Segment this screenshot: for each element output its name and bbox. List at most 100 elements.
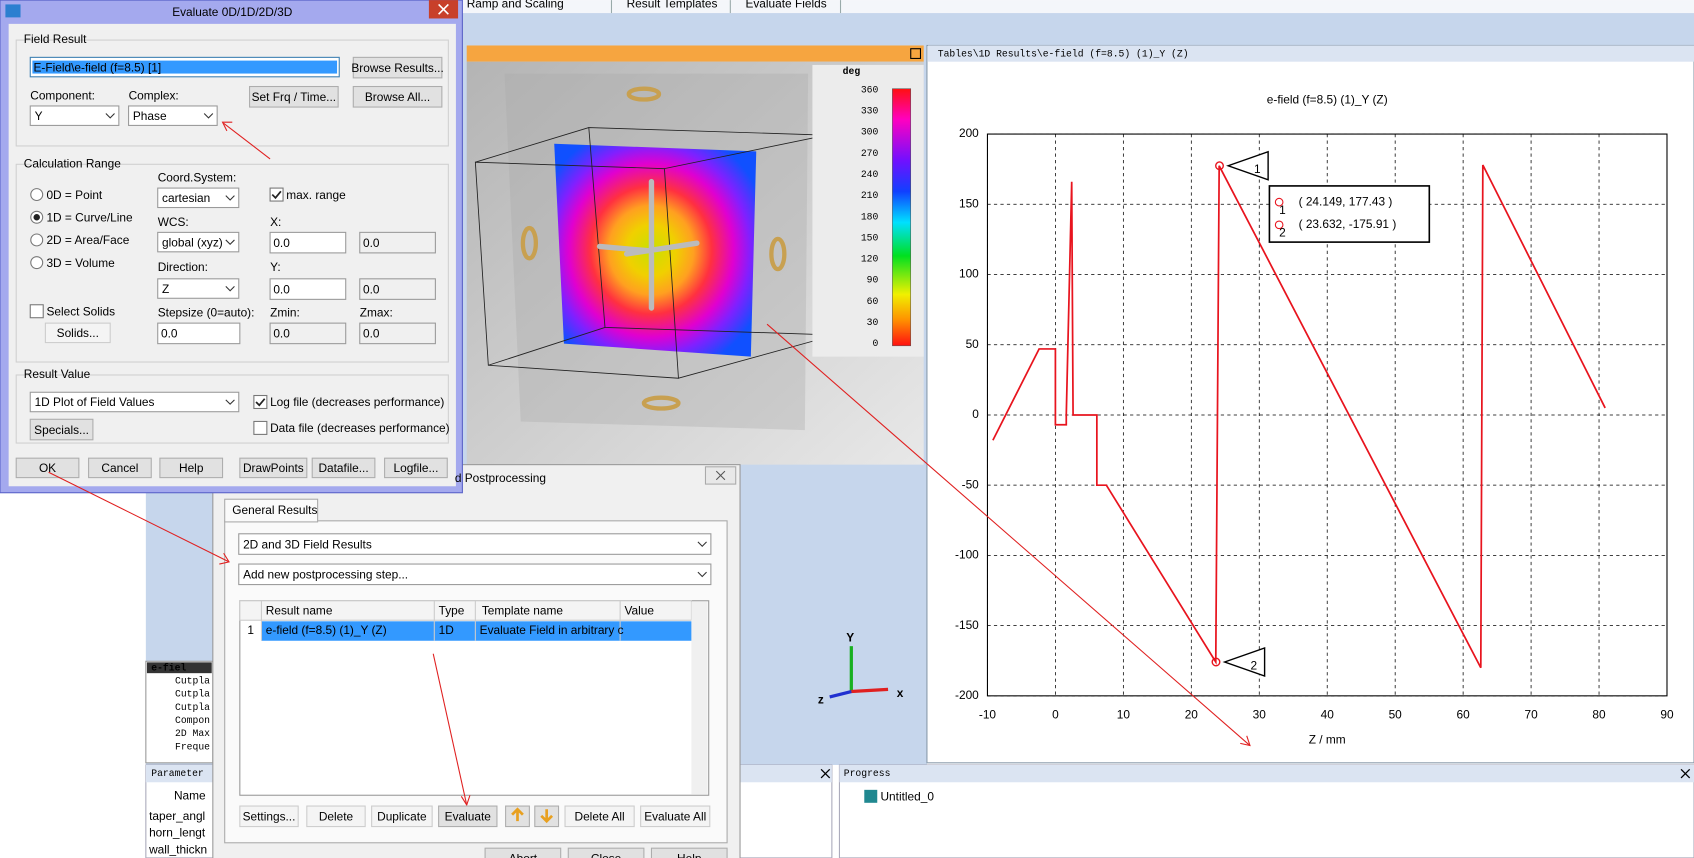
label: Component: [30,88,95,102]
checkbox-label: Log file (decreases performance) [270,395,444,409]
button-label: Logfile... [393,461,438,475]
button-label: Datafile... [318,461,368,475]
selected-row[interactable] [261,621,692,641]
dropdown[interactable] [238,533,712,555]
radio-label: 2D = Area/Face [46,233,129,247]
check [255,398,266,407]
button[interactable] [311,457,376,479]
dropdown-value: cartesian [162,191,210,205]
dropdown[interactable] [29,391,240,413]
table-cell: e-field (f=8.5) (1)_Y (Z) [266,623,387,637]
tree-item: e-fiel [151,662,186,673]
dropdown-arrow [697,541,707,547]
view-titlebar [466,45,924,62]
input [359,278,436,300]
color-bar [892,88,912,347]
input [269,322,347,345]
dropdown-arrow [203,113,214,119]
legend-tick: 90 [867,275,879,286]
button[interactable] [438,805,498,828]
arrow-icon [511,807,524,822]
table-cell: 1D [439,623,454,637]
input[interactable] [157,322,241,345]
dropdown[interactable] [157,231,240,253]
checkbox[interactable] [253,394,268,410]
panel-title: Parameter [151,768,204,779]
button[interactable] [352,56,443,79]
dialog-close-x [438,3,449,15]
plot-window [926,44,1694,764]
button[interactable] [650,847,728,858]
x-tick-label: 40 [1321,707,1335,721]
legend-tick: 360 [861,84,879,95]
label: Zmax: [360,306,393,320]
label: WCS: [158,215,189,229]
marker [1215,161,1224,171]
readout-index: 1 [1279,203,1286,217]
button[interactable] [384,457,448,479]
tab-label: General Results [232,503,317,517]
checkbox[interactable] [269,187,284,202]
button[interactable] [88,457,152,479]
checkbox[interactable] [29,304,44,319]
dropdown[interactable] [157,278,240,299]
table-cell: Evaluate Field in arbitrary c [480,623,624,637]
x-tick-label: 30 [1253,707,1267,721]
button-label: Help [677,852,702,858]
ribbon-tab: Ramp and Scaling [467,0,564,11]
maximize-icon [910,48,922,59]
selection [32,60,338,74]
dropdown-value: 1D Plot of Field Values [35,395,155,409]
radio[interactable] [30,233,44,247]
button[interactable] [159,457,224,479]
button-label: Browse Results... [351,61,443,75]
input[interactable] [269,231,347,254]
ribbon-tab: Result Templates [627,0,718,11]
checkbox[interactable] [253,420,268,435]
radio[interactable] [30,256,44,270]
tree-item: Cutpla [175,702,210,713]
tab[interactable] [224,498,319,523]
input[interactable] [269,278,347,300]
legend-tick: 300 [861,127,879,138]
progress-item: Untitled_0 [880,790,934,804]
plot-titlebar [928,45,1694,62]
label: Zmin: [270,306,300,320]
button[interactable] [484,847,562,858]
tree-item: Freque [175,741,210,752]
dropdown[interactable] [238,563,712,586]
readout-text: ( 23.632, -175.91 ) [1299,217,1397,231]
dropdown-value: Z [162,282,169,296]
dropdown[interactable] [29,105,120,126]
radio[interactable] [30,188,44,202]
button[interactable] [352,85,443,108]
progress-titlebar [839,764,1694,783]
axes-icon [829,646,889,699]
dropdown-value: Add new postprocessing step... [243,568,408,582]
button[interactable] [567,847,645,858]
dropdown-arrow [225,239,235,246]
y-tick-label: 0 [972,407,979,421]
column-header: Value [624,604,654,618]
button[interactable] [15,457,80,479]
y-tick-label: -50 [962,477,980,491]
button[interactable] [239,457,308,479]
x-tick-label: 50 [1389,707,1403,721]
dropdown-value: Phase [133,109,167,123]
group-title: Calculation Range [24,156,121,170]
checkbox-label: Data file (decreases performance) [270,421,450,435]
label: Stepsize (0=auto): [158,306,255,320]
group-title: Result Value [24,367,91,381]
dropdown[interactable] [157,187,240,209]
bounding-box [474,127,836,379]
window-title: Tables\1D Results\e-field (f=8.5) (1)_Y … [938,49,1189,60]
button[interactable] [29,418,94,441]
dropdown[interactable] [128,105,218,126]
y-tick-label: -100 [955,548,979,562]
x-tick-label: 70 [1524,707,1538,721]
readout-index: 2 [1279,226,1286,240]
button[interactable] [249,85,339,108]
